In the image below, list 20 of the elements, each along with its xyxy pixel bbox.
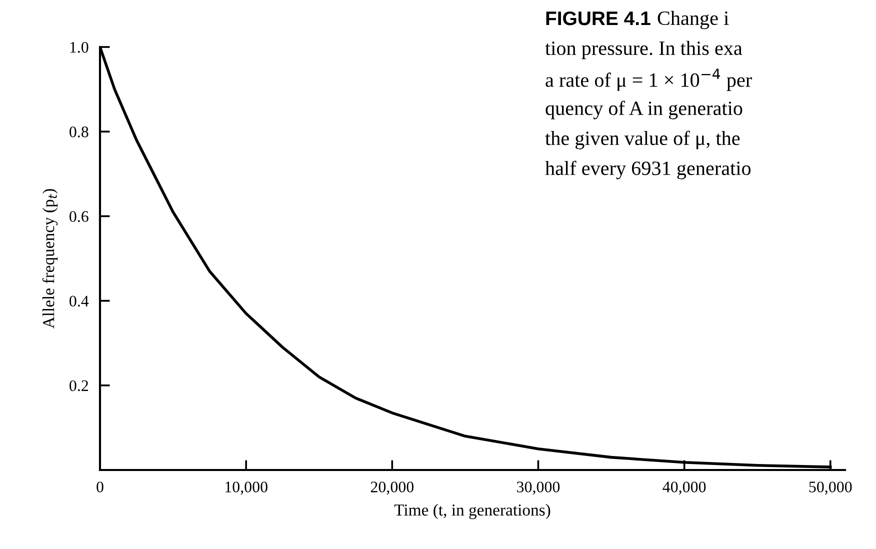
y-tick-label: 0.8: [70, 126, 88, 138]
caption: FIGURE 4.1: [546, 11, 650, 26]
text: Change i: [658, 10, 729, 30]
x-tick-label: 20,000: [370, 482, 414, 495]
y-tick-label: 0.2: [70, 380, 88, 392]
y-tick-label: 0.6: [70, 211, 88, 222]
annotation: a rate of μ = 1 × 10$^{−4}$ per: [546, 68, 752, 92]
x-tick-label: 0: [96, 482, 104, 492]
annotation: half every 6931 generatio: [545, 160, 751, 180]
x-tick-label: 40,000: [662, 482, 706, 495]
annotation: tion pressure. In this exa: [545, 40, 742, 60]
annotation: the given value of μ, the: [545, 130, 740, 150]
y-axis-title: Allele frequency (p$_{t}$): [42, 189, 58, 329]
y-tick-label: 1.0: [70, 42, 88, 53]
x-tick-label: 10,000: [226, 482, 268, 495]
x-tick-label: 30,000: [517, 482, 560, 495]
annotation: quency of A in generatio: [546, 100, 742, 120]
x-axis-title: Time (t, in generations): [394, 504, 550, 520]
x-tick-label: 50,000: [809, 482, 852, 495]
y-tick-label: 0.4: [70, 296, 89, 307]
